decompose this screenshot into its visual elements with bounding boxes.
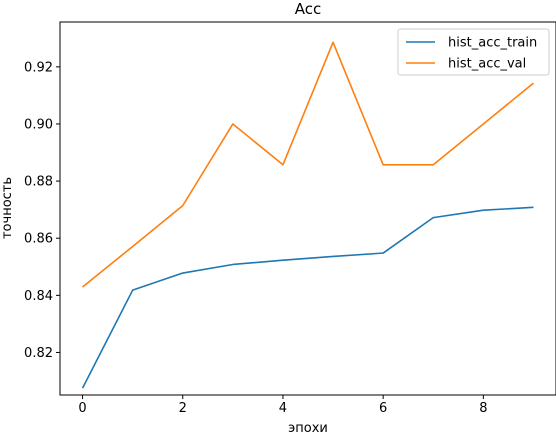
x-tick-label: 2	[179, 401, 187, 416]
y-tick-label: 0.88	[24, 175, 53, 190]
x-axis-label: эпохи	[288, 421, 328, 435]
x-tick-label: 4	[279, 401, 287, 416]
y-axis: 0.82 0.84 0.86 0.88 0.90 0.92	[24, 60, 60, 361]
x-axis: 0 2 4 6 8	[78, 395, 487, 416]
x-tick-label: 6	[379, 401, 387, 416]
legend-box	[397, 28, 550, 76]
series-line-2	[82, 41, 534, 288]
plot-area	[59, 21, 556, 396]
legend: hist_acc_train hist_acc_val	[397, 28, 550, 76]
x-tick-label: 8	[479, 401, 487, 416]
y-tick-label: 0.86	[24, 232, 53, 247]
y-tick-label: 0.92	[24, 60, 53, 75]
series-group	[81, 41, 534, 389]
y-axis-label: точность	[0, 177, 15, 239]
legend-label-2: hist_acc_val	[448, 57, 526, 72]
x-tick-label: 0	[78, 401, 86, 416]
series-line-1	[81, 206, 534, 389]
chart-title: Acc	[295, 0, 322, 18]
y-tick-label: 0.84	[24, 289, 53, 304]
y-tick-label: 0.82	[24, 346, 53, 361]
axes-frame	[59, 21, 556, 396]
y-tick-label: 0.90	[24, 117, 53, 132]
legend-label-1: hist_acc_train	[448, 36, 537, 51]
